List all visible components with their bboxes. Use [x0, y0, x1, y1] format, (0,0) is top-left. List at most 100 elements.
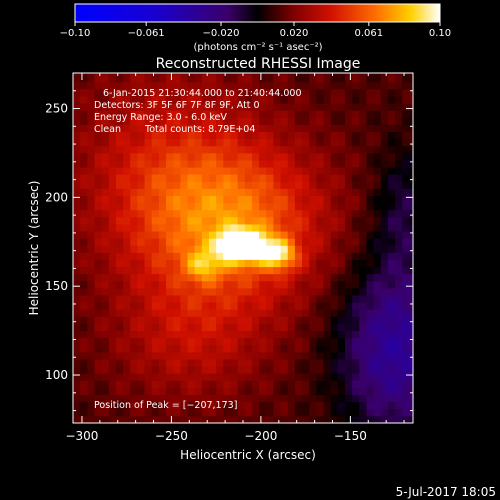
- heatmap-cell: [87, 181, 95, 189]
- heatmap-cell: [302, 280, 310, 289]
- heatmap-cell: [302, 224, 310, 232]
- heatmap-cell: [259, 259, 267, 268]
- heatmap-cell: [166, 337, 174, 346]
- heatmap-cell: [280, 181, 289, 189]
- heatmap-cell: [409, 287, 414, 296]
- heatmap-cell: [302, 273, 310, 282]
- heatmap-cell: [251, 337, 260, 346]
- heatmap-cell: [173, 359, 181, 367]
- heatmap-cell: [123, 74, 131, 83]
- heatmap-cell: [409, 302, 414, 310]
- heatmap-cell: [395, 216, 403, 225]
- heatmap-cell: [94, 238, 103, 246]
- heatmap-cell: [101, 131, 110, 140]
- heatmap-cell: [251, 415, 260, 424]
- heatmap-cell: [130, 344, 138, 353]
- heatmap-cell: [94, 96, 103, 104]
- heatmap-cell: [309, 160, 317, 168]
- heatmap-cell: [173, 96, 181, 104]
- heatmap-cell: [230, 245, 239, 253]
- heatmap-cell: [194, 295, 203, 303]
- heatmap-cell: [144, 252, 153, 260]
- heatmap-cell: [373, 74, 382, 83]
- heatmap-cell: [373, 124, 382, 133]
- heatmap-cell: [244, 295, 253, 303]
- heatmap-cell: [337, 252, 346, 260]
- heatmap-cell: [201, 110, 210, 118]
- heatmap-cell: [123, 245, 131, 253]
- heatmap-cell: [294, 316, 303, 324]
- heatmap-cell: [201, 160, 210, 168]
- heatmap-cell: [359, 81, 367, 90]
- heatmap-cell: [108, 88, 117, 97]
- heatmap-cell: [216, 309, 224, 317]
- heatmap-cell: [309, 337, 317, 346]
- heatmap-cell: [273, 174, 281, 182]
- heatmap-cell: [80, 380, 88, 388]
- heatmap-cell: [330, 287, 339, 296]
- heatmap-cell: [244, 103, 253, 111]
- heatmap-cell: [387, 380, 396, 388]
- heatmap-cell: [273, 88, 281, 97]
- heatmap-cell: [387, 145, 396, 154]
- heatmap-cell: [194, 309, 203, 317]
- colorbar-units: (photons cm⁻² s⁻¹ asec⁻²): [193, 42, 322, 53]
- heatmap-cell: [101, 309, 110, 317]
- heatmap-cell: [187, 245, 196, 253]
- heatmap-cell: [380, 216, 389, 225]
- heatmap-cell: [101, 245, 110, 253]
- heatmap-cell: [230, 408, 239, 417]
- heatmap-cell: [266, 309, 274, 317]
- heatmap-cell: [201, 167, 210, 175]
- heatmap-cell: [216, 408, 224, 417]
- heatmap-cell: [158, 309, 167, 317]
- heatmap-cell: [359, 266, 367, 275]
- heatmap-cell: [251, 231, 260, 239]
- heatmap-cell: [323, 131, 332, 140]
- heatmap-cell: [330, 195, 339, 204]
- annotation-energy: Energy Range: 3.0 - 6.0 keV: [94, 112, 227, 123]
- heatmap-cell: [73, 110, 81, 118]
- heatmap-cell: [366, 131, 375, 140]
- heatmap-cell: [180, 224, 188, 232]
- heatmap-cell: [280, 209, 289, 218]
- heatmap-cell: [316, 181, 324, 189]
- heatmap-cell: [101, 295, 110, 303]
- heatmap-cell: [330, 373, 339, 381]
- heatmap-cell: [87, 302, 95, 310]
- heatmap-cell: [201, 238, 210, 246]
- heatmap-cell: [259, 110, 267, 118]
- heatmap-cell: [287, 174, 296, 182]
- heatmap-cell: [230, 145, 239, 154]
- heatmap-cell: [123, 138, 131, 147]
- heatmap-cell: [366, 96, 375, 104]
- heatmap-cell: [244, 138, 253, 147]
- heatmap-cell: [251, 145, 260, 154]
- heatmap-cell: [209, 415, 217, 424]
- heatmap-cell: [108, 330, 117, 339]
- heatmap-cell: [244, 394, 253, 403]
- heatmap-cell: [387, 131, 396, 140]
- heatmap-cell: [166, 88, 174, 97]
- heatmap-cell: [80, 188, 88, 196]
- heatmap-cell: [123, 344, 131, 353]
- heatmap-cell: [323, 266, 332, 275]
- heatmap-cell: [287, 259, 296, 268]
- heatmap-cell: [259, 74, 267, 83]
- heatmap-cell: [259, 96, 267, 104]
- heatmap-cell: [87, 110, 95, 118]
- heatmap-cell: [87, 344, 95, 353]
- heatmap-cell: [266, 380, 274, 388]
- heatmap-cell: [309, 266, 317, 275]
- heatmap-cell: [73, 167, 81, 175]
- heatmap-cell: [158, 252, 167, 260]
- heatmap-cell: [373, 152, 382, 161]
- heatmap-cell: [223, 245, 231, 253]
- heatmap-cell: [309, 323, 317, 332]
- heatmap-cell: [130, 131, 138, 140]
- heatmap-cell: [173, 238, 181, 246]
- heatmap-cell: [387, 259, 396, 268]
- heatmap-cell: [166, 387, 174, 395]
- heatmap-cell: [345, 202, 353, 211]
- heatmap-cell: [402, 88, 410, 97]
